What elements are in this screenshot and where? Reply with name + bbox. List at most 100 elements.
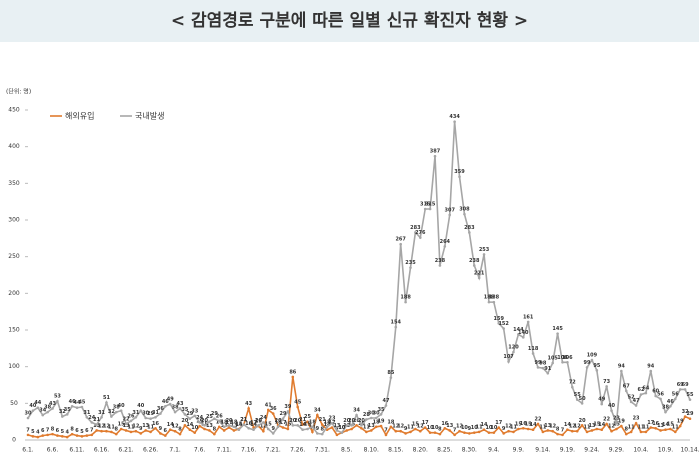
value-label: 267 — [395, 237, 406, 243]
value-label: 30 — [373, 411, 380, 417]
value-label: 69 — [677, 382, 684, 388]
x-tick-label: 8.30. — [462, 447, 477, 454]
value-label: 4 — [36, 430, 40, 436]
value-label: 9 — [316, 426, 320, 432]
point — [438, 432, 442, 436]
value-label: 308 — [459, 207, 470, 213]
value-label: 12 — [569, 424, 576, 430]
value-label: 6 — [75, 428, 79, 434]
point — [144, 429, 147, 432]
point — [56, 434, 59, 437]
point — [291, 375, 295, 379]
x-tick-label: 6.21. — [118, 447, 133, 454]
value-label: 15 — [667, 422, 674, 428]
point — [600, 402, 604, 406]
point — [95, 429, 98, 432]
x-tick-label: 6.26. — [143, 447, 158, 454]
value-label: 32 — [108, 409, 115, 415]
point — [521, 426, 525, 430]
value-label: 10 — [471, 425, 478, 431]
point — [208, 429, 211, 432]
point — [232, 429, 236, 432]
value-label: 6 — [164, 428, 168, 434]
point — [595, 369, 599, 372]
value-label: 17 — [647, 420, 654, 426]
value-label: 20 — [358, 418, 365, 424]
value-label: 8 — [625, 427, 629, 433]
value-label: 13 — [368, 423, 375, 429]
point — [168, 428, 172, 432]
x-tick-label: 8.5. — [341, 447, 353, 454]
value-label: 15 — [613, 422, 620, 428]
value-label: 11 — [672, 424, 679, 430]
point — [80, 435, 84, 438]
value-label: 31 — [132, 410, 139, 416]
value-label: 7 — [384, 427, 388, 433]
point — [615, 427, 618, 431]
value-label: 28 — [363, 412, 370, 418]
value-label: 10 — [191, 425, 198, 431]
point — [26, 433, 30, 437]
value-label: 264 — [440, 239, 451, 245]
point — [198, 421, 201, 424]
point — [438, 264, 442, 267]
point — [188, 428, 192, 432]
point — [139, 409, 143, 412]
x-tick-label: 7.1. — [169, 447, 181, 454]
point — [164, 404, 167, 408]
value-label: 13 — [142, 423, 149, 429]
point — [65, 413, 69, 416]
value-label: 5 — [80, 429, 84, 435]
point — [345, 424, 349, 427]
value-label: 17 — [422, 420, 429, 426]
point — [497, 426, 501, 429]
x-tick-label: 6.16. — [94, 447, 109, 454]
y-tick-label: 0 — [12, 437, 16, 444]
point — [65, 435, 69, 439]
value-label: 315 — [420, 202, 431, 208]
value-label: 18 — [230, 419, 237, 425]
value-label: 13 — [446, 423, 453, 429]
value-label: 12 — [260, 424, 267, 430]
value-label: 20 — [181, 418, 188, 424]
value-label: 14 — [299, 422, 306, 428]
point — [70, 432, 74, 436]
value-label: 9 — [271, 426, 275, 432]
point — [639, 430, 643, 434]
value-label: 8 — [438, 427, 442, 433]
value-label: 9 — [159, 426, 163, 432]
x-tick-label: 8.20. — [413, 447, 428, 454]
point — [517, 333, 520, 336]
point — [26, 416, 30, 420]
point — [517, 427, 520, 431]
point — [252, 428, 255, 432]
point — [580, 402, 584, 405]
value-label: 253 — [479, 247, 490, 253]
value-label: 6 — [85, 428, 89, 434]
value-label: 51 — [103, 395, 110, 401]
value-label: 56 — [672, 391, 679, 397]
point — [168, 402, 172, 406]
point — [610, 429, 613, 433]
point — [379, 424, 383, 428]
value-label: 145 — [552, 326, 563, 332]
point — [531, 428, 535, 432]
value-label: 22 — [603, 416, 610, 422]
point — [75, 406, 79, 410]
point — [639, 393, 643, 396]
point — [173, 429, 177, 433]
value-label: 34 — [353, 408, 360, 414]
y-tick-label: 350 — [8, 180, 20, 187]
value-label: 18 — [309, 419, 316, 425]
point — [428, 431, 432, 434]
value-label: 5 — [61, 429, 65, 435]
value-label: 43 — [49, 401, 56, 407]
point — [649, 426, 653, 429]
point — [512, 430, 515, 434]
x-tick-label: 8.10. — [364, 447, 379, 454]
point — [536, 366, 540, 369]
point — [222, 429, 226, 432]
point — [75, 434, 79, 437]
point — [507, 360, 510, 363]
point — [296, 424, 300, 427]
